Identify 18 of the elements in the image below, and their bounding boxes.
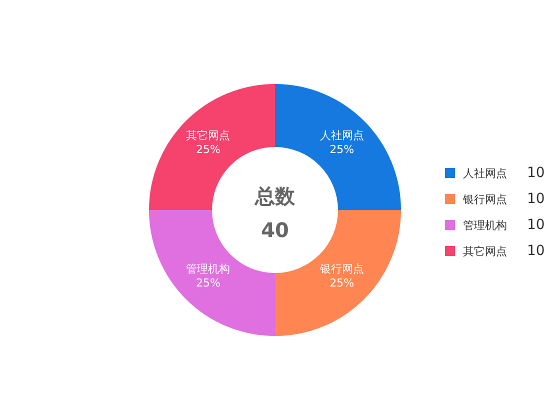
text: 10 bbox=[527, 243, 545, 259]
legend-label: 管理机构 bbox=[463, 218, 508, 232]
text: 10 bbox=[527, 191, 545, 207]
legend-label: 人社网点 bbox=[463, 166, 508, 180]
text: 10 bbox=[527, 165, 545, 181]
legend-label: 银行网点 bbox=[463, 192, 508, 206]
data-label: 25% bbox=[330, 276, 354, 290]
slice-label: 银行网点 bbox=[318, 262, 364, 276]
legend-label: 其它网点 bbox=[463, 244, 508, 258]
slice-label: 管理机构 bbox=[186, 262, 230, 276]
data-label: 25% bbox=[196, 143, 220, 156]
slice-label: 其它网点 bbox=[186, 129, 230, 142]
data-label: 25% bbox=[330, 143, 354, 156]
slice-label: 人社网点 bbox=[320, 129, 364, 142]
text: 总数 bbox=[254, 184, 296, 208]
data-label: 25% bbox=[196, 276, 220, 290]
text: 40 bbox=[261, 218, 289, 242]
text: 10 bbox=[527, 217, 545, 233]
